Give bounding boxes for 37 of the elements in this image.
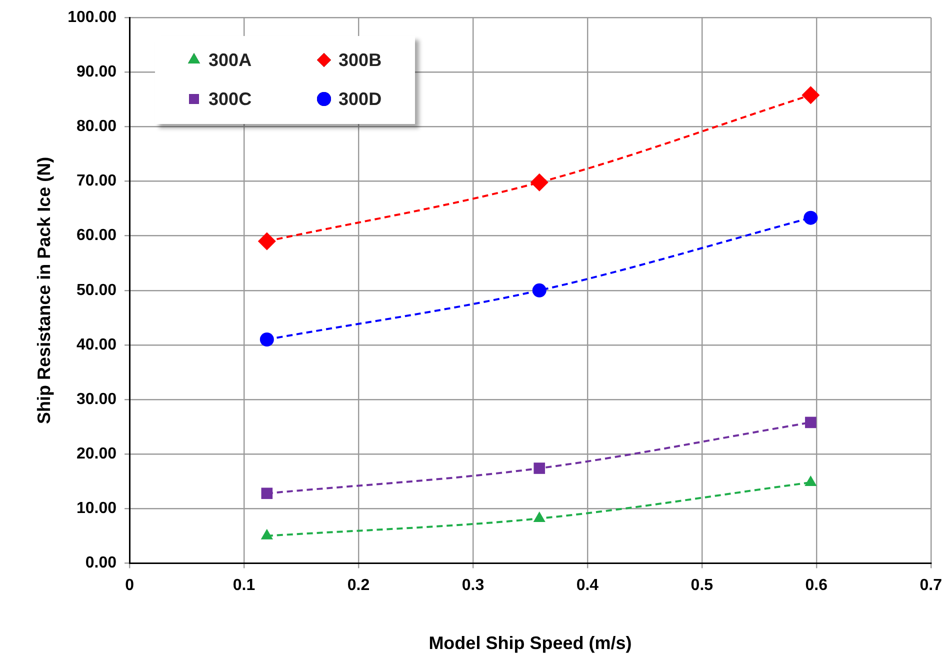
y-tick-label: 10.00 (76, 500, 117, 518)
point (532, 283, 546, 298)
y-tick-label: 40.00 (76, 336, 117, 354)
point (805, 416, 816, 428)
x-tick-label: 0.6 (805, 577, 828, 594)
x-tick-label: 0.7 (920, 577, 942, 594)
y-tick-label: 80.00 (76, 118, 117, 136)
y-tick-label: 100.00 (68, 9, 117, 26)
point (534, 462, 546, 474)
y-tick-label: 90.00 (76, 64, 117, 81)
legend-label: 300A (208, 50, 252, 71)
x-axis-title: Model Ship Speed (m/s) (428, 633, 632, 654)
point (530, 173, 548, 192)
y-tick-label: 20.00 (76, 445, 117, 462)
point (260, 528, 273, 540)
y-tick-label: 0.00 (85, 554, 117, 572)
y-axis-title: Ship Resistance in Pack Ice (N) (34, 156, 54, 424)
x-tick-label: 0.2 (347, 577, 370, 594)
x-tick-label: 0.4 (576, 577, 599, 594)
point (260, 332, 274, 347)
x-tick-label: 0.3 (462, 577, 484, 594)
x-tick-label: 0 (125, 577, 134, 594)
point (804, 210, 818, 225)
point (261, 488, 273, 500)
legend-label: 300C (208, 88, 252, 110)
y-tick-label: 50.00 (76, 282, 117, 299)
point (533, 511, 546, 522)
x-tick-label: 0.1 (232, 577, 256, 594)
point (804, 475, 817, 486)
y-tick-label: 70.00 (76, 172, 117, 190)
x-tick-label: 0.5 (690, 577, 714, 594)
y-tick-label: 30.00 (76, 390, 117, 408)
point (802, 86, 820, 104)
point (258, 232, 276, 250)
legend-label: 300B (338, 50, 382, 71)
legend-label: 300D (338, 88, 382, 110)
y-tick-label: 60.00 (76, 227, 117, 244)
